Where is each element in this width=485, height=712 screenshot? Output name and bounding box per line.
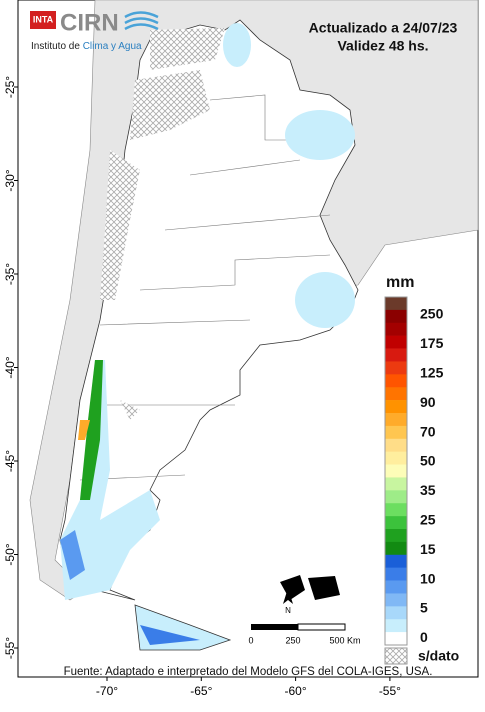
- legend-swatch: [385, 451, 407, 465]
- lat-label: -35°: [3, 263, 17, 285]
- legend-swatch: [385, 503, 407, 517]
- legend-swatch: [385, 541, 407, 556]
- no-data-areas: [100, 28, 225, 420]
- source: Fuente: Adaptado e interpretado del Mode…: [64, 666, 433, 678]
- legend-swatch: [385, 361, 407, 375]
- logo-cirn: CIRN: [60, 9, 119, 36]
- legend-label: 15: [420, 541, 436, 557]
- legend-label: 25: [420, 512, 436, 528]
- header-logo: INTA CIRN Instituto de Clima y Agua: [30, 9, 159, 52]
- scale-bar: N: [251, 588, 346, 631]
- lat-label: -30°: [3, 169, 17, 191]
- logo-inta: INTA: [33, 14, 54, 24]
- legend-swatch: [385, 335, 407, 349]
- legend-swatch: [385, 593, 407, 607]
- legend-swatch: [385, 632, 407, 646]
- axes: -25° -30° -35° -40° -45° -50° -55° -70° -65° -60°…: [3, 76, 401, 698]
- legend-unit: mm: [386, 274, 414, 291]
- legend-label: 35: [420, 482, 436, 498]
- lat-label: -25°: [3, 76, 17, 98]
- scale-label: 0: [248, 635, 253, 645]
- legend-swatch: [385, 554, 407, 568]
- province-borders: [74, 94, 331, 531]
- legend-swatch: [385, 567, 407, 581]
- institute-highlight: Clima y Agua: [83, 41, 142, 52]
- legend-label: 0: [420, 629, 428, 645]
- legend-swatch: [385, 400, 407, 414]
- no-data-swatch: [384, 647, 408, 665]
- falkland-islands: [280, 575, 340, 600]
- argentina: [59, 19, 359, 601]
- updated-date: Actualizado a 24/07/23: [309, 20, 458, 36]
- legend-swatch: [385, 348, 407, 362]
- legend-label: 175: [420, 335, 444, 351]
- legend-border: [384, 296, 408, 646]
- precipitation-areas: [60, 23, 355, 645]
- institute-text: Instituto de: [31, 41, 80, 52]
- legend-swatch: [385, 438, 407, 452]
- scale-label: 500 Km: [329, 635, 360, 645]
- legend-swatch: [385, 387, 407, 401]
- legend-swatch: [385, 516, 407, 530]
- scale-label: 250: [285, 635, 300, 645]
- legend-label: 250: [420, 306, 444, 322]
- institute-name: Instituto de Clima y Agua: [31, 41, 142, 52]
- lon-label: -55°: [379, 684, 401, 698]
- validity: Validez 48 hs.: [337, 38, 428, 54]
- legend-swatch: [385, 425, 407, 440]
- legend-swatch: [385, 464, 407, 478]
- legend-label: 90: [420, 394, 436, 410]
- lat-label: -40°: [3, 356, 17, 378]
- legend-swatch: [385, 619, 407, 633]
- lon-label: -60°: [285, 684, 307, 698]
- legend-swatch: [385, 322, 407, 336]
- legend-swatch: [385, 309, 407, 324]
- legend-label: 125: [420, 365, 444, 381]
- legend-label: 5: [420, 600, 428, 616]
- legend-swatch: [385, 529, 407, 543]
- legend-label: 10: [420, 570, 436, 586]
- legend-swatch: [385, 606, 407, 620]
- lon-label: -65°: [190, 684, 212, 698]
- no-data-label: s/dato: [418, 648, 459, 664]
- legend-swatch: [385, 477, 407, 491]
- legend-swatch: [385, 374, 407, 388]
- legend-swatch: [385, 297, 407, 311]
- lat-label: -50°: [3, 543, 17, 565]
- legend-label: 70: [420, 423, 436, 439]
- lon-label: -70°: [96, 684, 118, 698]
- legend-label: 50: [420, 453, 436, 469]
- legend-swatch: [385, 490, 407, 504]
- legend-swatch: [385, 580, 407, 594]
- north-label: N: [285, 606, 291, 615]
- lat-label: -45°: [3, 450, 17, 472]
- legend-swatch: [385, 413, 407, 427]
- lat-label: -55°: [3, 637, 17, 659]
